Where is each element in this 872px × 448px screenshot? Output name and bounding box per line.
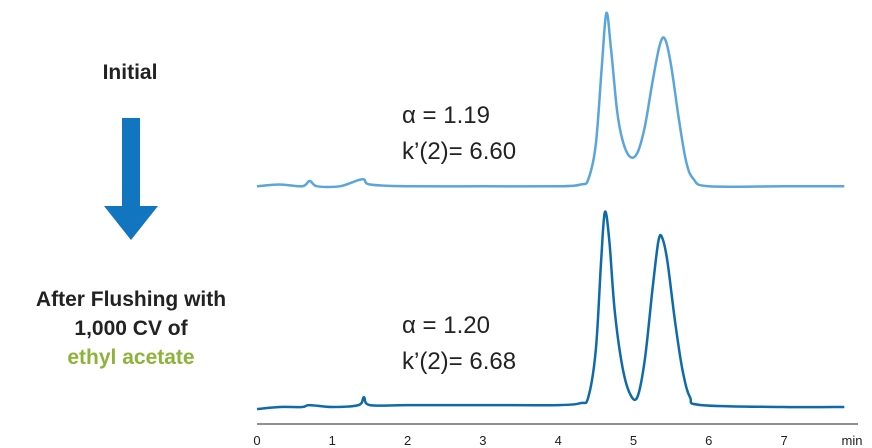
- x-tick-label: 3: [479, 433, 486, 448]
- after-flushing-label: After Flushing with 1,000 CV of ethyl ac…: [0, 285, 262, 372]
- x-axis: 0 1 2 3 4 5 6 7 min: [253, 423, 863, 448]
- initial-alpha-text: α = 1.19: [402, 102, 490, 129]
- after-label-line2: 1,000 CV of: [74, 317, 188, 340]
- x-tick-label: 7: [780, 433, 787, 448]
- after-annotation: α = 1.20 k’(2)= 6.68: [402, 308, 516, 380]
- x-tick-label: 0: [253, 433, 260, 448]
- x-tick-label: 4: [555, 433, 562, 448]
- x-axis-unit-label: min: [842, 433, 863, 448]
- x-tick-label: 2: [404, 433, 411, 448]
- x-tick-label: 5: [630, 433, 637, 448]
- after-label-line3: ethyl acetate: [67, 346, 195, 369]
- initial-k-text: k’(2)= 6.60: [402, 138, 517, 165]
- arrow-down-icon: [104, 118, 158, 240]
- initial-label: Initial: [102, 61, 158, 84]
- after-label-line1: After Flushing with: [35, 288, 227, 311]
- traces-group: [256, 11, 845, 411]
- after-alpha-text: α = 1.20: [402, 312, 490, 339]
- initial-annotation: α = 1.19 k’(2)= 6.60: [402, 98, 516, 170]
- initial-trace-line: [256, 11, 845, 189]
- x-tick-label: 1: [329, 433, 336, 448]
- after-trace-line: [256, 210, 845, 411]
- x-tick-label: 6: [705, 433, 712, 448]
- after-k-text: k’(2)= 6.68: [402, 348, 517, 375]
